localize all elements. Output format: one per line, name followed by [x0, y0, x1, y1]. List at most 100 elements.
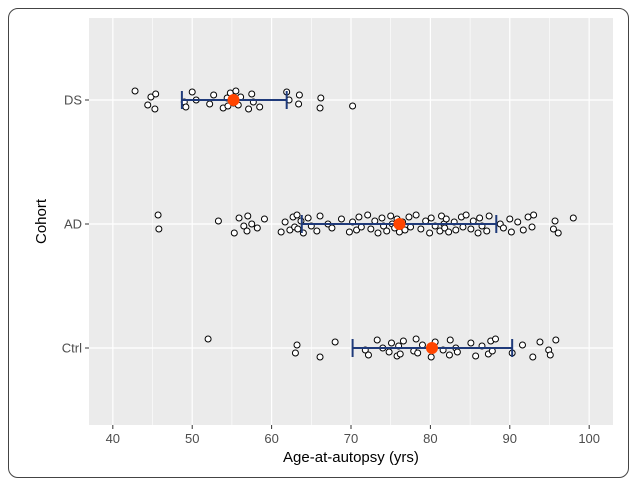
data-point-ad: [530, 211, 538, 219]
data-point-ad: [313, 227, 321, 235]
data-point-ad: [485, 212, 493, 220]
data-point-ad: [405, 213, 413, 221]
data-point-ctrl: [427, 353, 435, 361]
data-point-ad: [240, 222, 248, 230]
data-point-ctrl: [552, 336, 560, 344]
data-point-ctrl: [453, 348, 461, 356]
data-point-ad: [462, 211, 470, 219]
data-point-ad: [452, 226, 460, 234]
x-tick-label: 100: [578, 431, 600, 446]
data-point-ds: [232, 87, 240, 95]
data-point-ad: [412, 211, 420, 219]
data-point-ad: [383, 227, 391, 235]
data-point-ad: [387, 212, 395, 220]
data-point-ad: [378, 214, 386, 222]
data-point-ctrl: [291, 349, 299, 357]
data-point-ad: [235, 214, 243, 222]
data-point-ds: [248, 90, 256, 98]
data-point-ctrl: [396, 350, 404, 358]
data-point-ad: [506, 215, 514, 223]
data-point-ds: [224, 102, 232, 110]
data-point-ds: [131, 87, 139, 95]
data-point-ad: [337, 215, 345, 223]
data-point-ctrl: [491, 335, 499, 343]
mean-markers: [227, 94, 438, 354]
x-tick-label: 70: [344, 431, 358, 446]
data-point-ad: [427, 214, 435, 222]
data-point-ds: [317, 94, 325, 102]
data-point-ad: [417, 225, 425, 233]
data-point-ctrl: [529, 353, 537, 361]
data-point-ds: [210, 91, 218, 99]
data-point-ds: [144, 101, 152, 109]
data-point-ctrl: [446, 336, 454, 344]
data-point-ad: [442, 215, 450, 223]
x-axis-ticks: 40 50 60 70 80 90 100: [106, 425, 600, 446]
mean-marker-ad: [393, 218, 406, 230]
data-point-ad: [154, 211, 162, 219]
dot-plot-chart: 40 50 60 70 80 90 100 DS AD Ctrl Age-at-autopsy …: [33, 18, 613, 466]
data-point-ds: [151, 105, 159, 113]
data-point-ad: [514, 218, 522, 226]
data-point-ctrl: [399, 337, 407, 345]
mean-marker-ctrl: [425, 342, 438, 354]
data-point-ctrl: [412, 335, 420, 343]
data-point-ad: [528, 223, 536, 231]
data-point-ad: [507, 228, 515, 236]
data-point-ctrl: [316, 353, 324, 361]
data-point-ad: [294, 225, 302, 233]
data-point-ad: [549, 225, 557, 233]
data-point-ad: [155, 225, 163, 233]
x-axis-title: Age-at-autopsy (yrs): [283, 449, 419, 466]
data-point-ds: [182, 103, 190, 111]
data-point-ad: [476, 214, 484, 222]
y-axis-ticks: DS AD Ctrl: [62, 93, 89, 356]
data-point-ds: [206, 100, 214, 108]
data-point-ad: [367, 225, 375, 233]
data-point-ds: [256, 103, 264, 111]
data-point-ad: [328, 224, 336, 232]
data-point-ad: [304, 214, 312, 222]
data-point-ctrl: [546, 351, 554, 359]
y-tick-label: DS: [64, 93, 82, 108]
data-point-ctrl: [293, 341, 301, 349]
data-point-ad: [364, 211, 372, 219]
data-point-ad: [293, 211, 301, 219]
x-tick-label: 60: [264, 431, 278, 446]
data-point-ctrl: [536, 338, 544, 346]
data-point-ad: [277, 228, 285, 236]
y-axis-title: Cohort: [33, 198, 50, 244]
data-point-ad: [499, 224, 507, 232]
data-point-ad: [345, 228, 353, 236]
data-point-ctrl: [414, 349, 422, 357]
data-points: [131, 87, 577, 361]
x-tick-label: 80: [423, 431, 437, 446]
data-point-ctrl: [387, 339, 395, 347]
y-tick-label: AD: [64, 217, 82, 232]
data-point-ad: [483, 227, 491, 235]
data-point-ctrl: [204, 335, 212, 343]
data-point-ds: [295, 100, 303, 108]
data-point-ad: [554, 229, 562, 237]
x-tick-label: 50: [185, 431, 199, 446]
data-point-ad: [243, 227, 251, 235]
data-point-ad: [253, 224, 261, 232]
data-point-ctrl: [472, 352, 480, 360]
data-point-ad: [244, 212, 252, 220]
data-point-ad: [214, 217, 222, 225]
data-point-ad: [551, 217, 559, 225]
y-tick-label: Ctrl: [62, 341, 82, 356]
data-point-ctrl: [373, 336, 381, 344]
data-point-ad: [474, 229, 482, 237]
data-point-ad: [230, 229, 238, 237]
data-point-ad: [467, 225, 475, 233]
data-point-ad: [281, 218, 289, 226]
data-point-ds: [188, 88, 196, 96]
data-point-ad: [248, 220, 256, 228]
data-point-ds: [245, 105, 253, 113]
data-point-ds: [349, 102, 357, 110]
data-point-ctrl: [364, 351, 372, 359]
data-point-ctrl: [331, 338, 339, 346]
data-point-ad: [426, 229, 434, 237]
data-point-ad: [316, 212, 324, 220]
